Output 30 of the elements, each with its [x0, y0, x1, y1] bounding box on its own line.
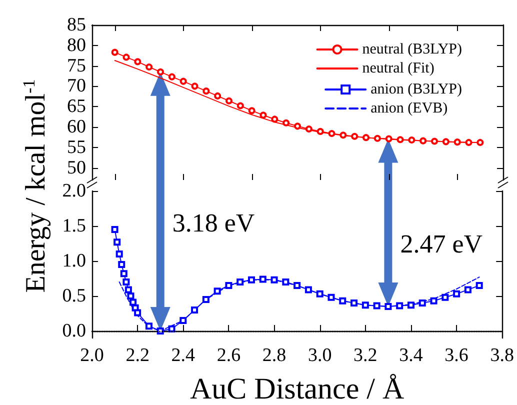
annotation: 2.47 eV [400, 230, 483, 259]
y-tick-label: 65 [67, 96, 86, 118]
y-tick-label: 85 [67, 14, 86, 36]
y-tick-label: 70 [67, 76, 86, 97]
x-tick-label: 3.2 [354, 345, 378, 366]
y-tick-label: 1.0 [62, 250, 86, 272]
legend-label: neutral (Fit) [362, 60, 434, 76]
y-tick-label: 55 [67, 136, 86, 158]
x-tick-label: 2.6 [216, 345, 241, 366]
x-tick-label: 2.0 [80, 345, 104, 366]
x-tick-label: 2.2 [126, 345, 150, 366]
y-tick-label: 75 [67, 55, 86, 76]
x-tick-label: 3.6 [444, 345, 468, 366]
y-tick-label: 2.0 [62, 180, 86, 202]
x-tick-label: 3.4 [399, 345, 424, 366]
y-tick-label: 60 [67, 116, 86, 138]
legend-label: anion (B3LYP) [370, 82, 462, 98]
y-tick-label: 0.5 [62, 286, 86, 306]
annotation: 3.18 eV [172, 208, 255, 238]
legend-label: neutral (B3LYP) [362, 42, 462, 58]
legend-label: anion (EVB) [370, 100, 448, 116]
y-tick-label: 80 [67, 34, 86, 56]
x-tick-label: 3.0 [308, 345, 332, 366]
x-tick-label: 3.8 [490, 345, 514, 366]
x-tick-label: 2.4 [171, 345, 196, 366]
y-tick-label: 0.0 [62, 320, 86, 342]
x-axis-title: AuC Distance / Å [190, 372, 404, 405]
y-tick-label: 50 [67, 157, 86, 178]
y-tick-label: 1.5 [62, 216, 86, 236]
x-tick-label: 2.8 [262, 345, 286, 366]
